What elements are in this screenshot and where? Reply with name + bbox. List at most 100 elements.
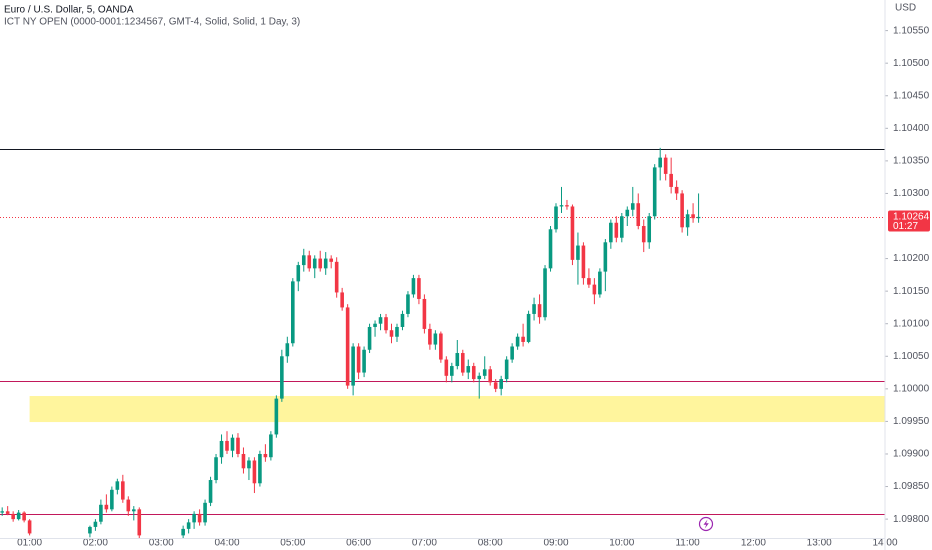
candle-body (493, 382, 498, 389)
y-tick-label: 1.10100 (893, 318, 930, 329)
candle-body (439, 333, 443, 360)
candle-body (532, 304, 536, 314)
candle-body (620, 216, 624, 238)
candle-body (406, 294, 410, 314)
candle-body (598, 271, 602, 295)
candle-body (521, 336, 525, 342)
candle-body (384, 317, 388, 331)
candle-body (373, 323, 377, 327)
x-tick-label: 13:00 (807, 538, 832, 549)
candle-body (214, 457, 218, 481)
y-tick-label: 1.09950 (893, 416, 930, 427)
y-tick-label: 1.10300 (893, 188, 930, 199)
candle-body (515, 336, 520, 347)
candle-body (301, 255, 306, 266)
y-tick-label: 1.10150 (893, 286, 930, 297)
currency-label: USD (895, 3, 916, 14)
candle-body (587, 278, 591, 285)
x-tick-label: 09:00 (543, 538, 568, 549)
candle-body (186, 522, 191, 529)
candle-body (345, 307, 350, 386)
candle-body (576, 245, 580, 260)
candle-body (291, 281, 295, 344)
y-tick-label: 1.10050 (893, 351, 930, 362)
replay-icon[interactable] (698, 516, 714, 532)
candle-body (554, 206, 558, 230)
candle-body (181, 528, 185, 536)
candle-body (395, 326, 399, 337)
candle-body (466, 366, 471, 373)
candle-body (658, 157, 662, 168)
candle-body (11, 513, 15, 520)
candle-body (340, 292, 344, 308)
y-tick-label: 1.10500 (893, 58, 930, 69)
candle-body (680, 193, 684, 228)
y-tick-label: 1.10200 (893, 253, 930, 264)
candle-body (444, 359, 449, 376)
candle-body (121, 481, 125, 500)
y-tick-label: 1.10550 (893, 25, 930, 36)
candle-body (93, 521, 98, 527)
candle-layer (0, 147, 701, 538)
candle-body (477, 375, 482, 380)
candle-body (378, 317, 383, 324)
axis-layer: 1.10550 1.10500 1.10450 1.10400 1.10350 1.103… (17, 25, 930, 549)
x-tick-label: 01:00 (17, 538, 42, 549)
candle-body (510, 346, 514, 360)
candle-body (104, 504, 109, 510)
candle-body (609, 222, 613, 243)
level-layer (0, 149, 885, 515)
candle-body (625, 209, 630, 217)
candle-body (696, 216, 701, 219)
candle-body (296, 265, 301, 282)
candle-body (652, 167, 657, 217)
candle-body (285, 343, 290, 357)
candle-body (636, 203, 641, 227)
x-tick-label: 06:00 (346, 538, 371, 549)
candle-body (225, 440, 229, 451)
candle-body (318, 258, 323, 269)
x-tick-label: 08:00 (478, 538, 503, 549)
x-tick-label: 11:00 (675, 538, 700, 549)
candle-body (482, 369, 487, 376)
candle-body (252, 460, 257, 484)
candle-body (126, 499, 131, 512)
y-tick-label: 1.09800 (893, 514, 930, 525)
candle-body (192, 513, 196, 523)
candle-body (356, 346, 361, 373)
candle-body (411, 278, 416, 295)
candle-body (22, 512, 26, 521)
candle-body (312, 258, 317, 269)
candle-body (417, 278, 421, 299)
y-tick-label: 1.09900 (893, 449, 930, 460)
candle-body (570, 206, 575, 260)
candle-body (263, 453, 268, 458)
candle-body (280, 356, 284, 399)
candle-body (543, 268, 547, 318)
x-tick-label: 03:00 (149, 538, 174, 549)
candle-body (208, 480, 213, 503)
candle-body (603, 242, 608, 272)
candle-body (219, 440, 224, 458)
x-tick-label: 04:00 (214, 538, 239, 549)
candle-body (422, 298, 427, 329)
candle-body (274, 398, 279, 435)
candle-body (663, 157, 668, 174)
candle-body (647, 216, 652, 243)
last-price-label: 1.10264 (893, 212, 930, 223)
last-price-badge (888, 210, 930, 232)
candle-body (203, 502, 207, 523)
candle-body (197, 513, 202, 523)
x-tick-label: 10:00 (609, 538, 634, 549)
y-tick-label: 1.10000 (893, 383, 930, 394)
candle-body (433, 333, 438, 345)
candle-body (504, 359, 509, 380)
candle-body (488, 369, 493, 383)
candle-body (526, 313, 531, 342)
candle-body (334, 261, 339, 293)
candle-body (581, 245, 586, 279)
candle-body (115, 481, 120, 490)
candle-body (471, 366, 476, 380)
candle-body (27, 520, 32, 534)
